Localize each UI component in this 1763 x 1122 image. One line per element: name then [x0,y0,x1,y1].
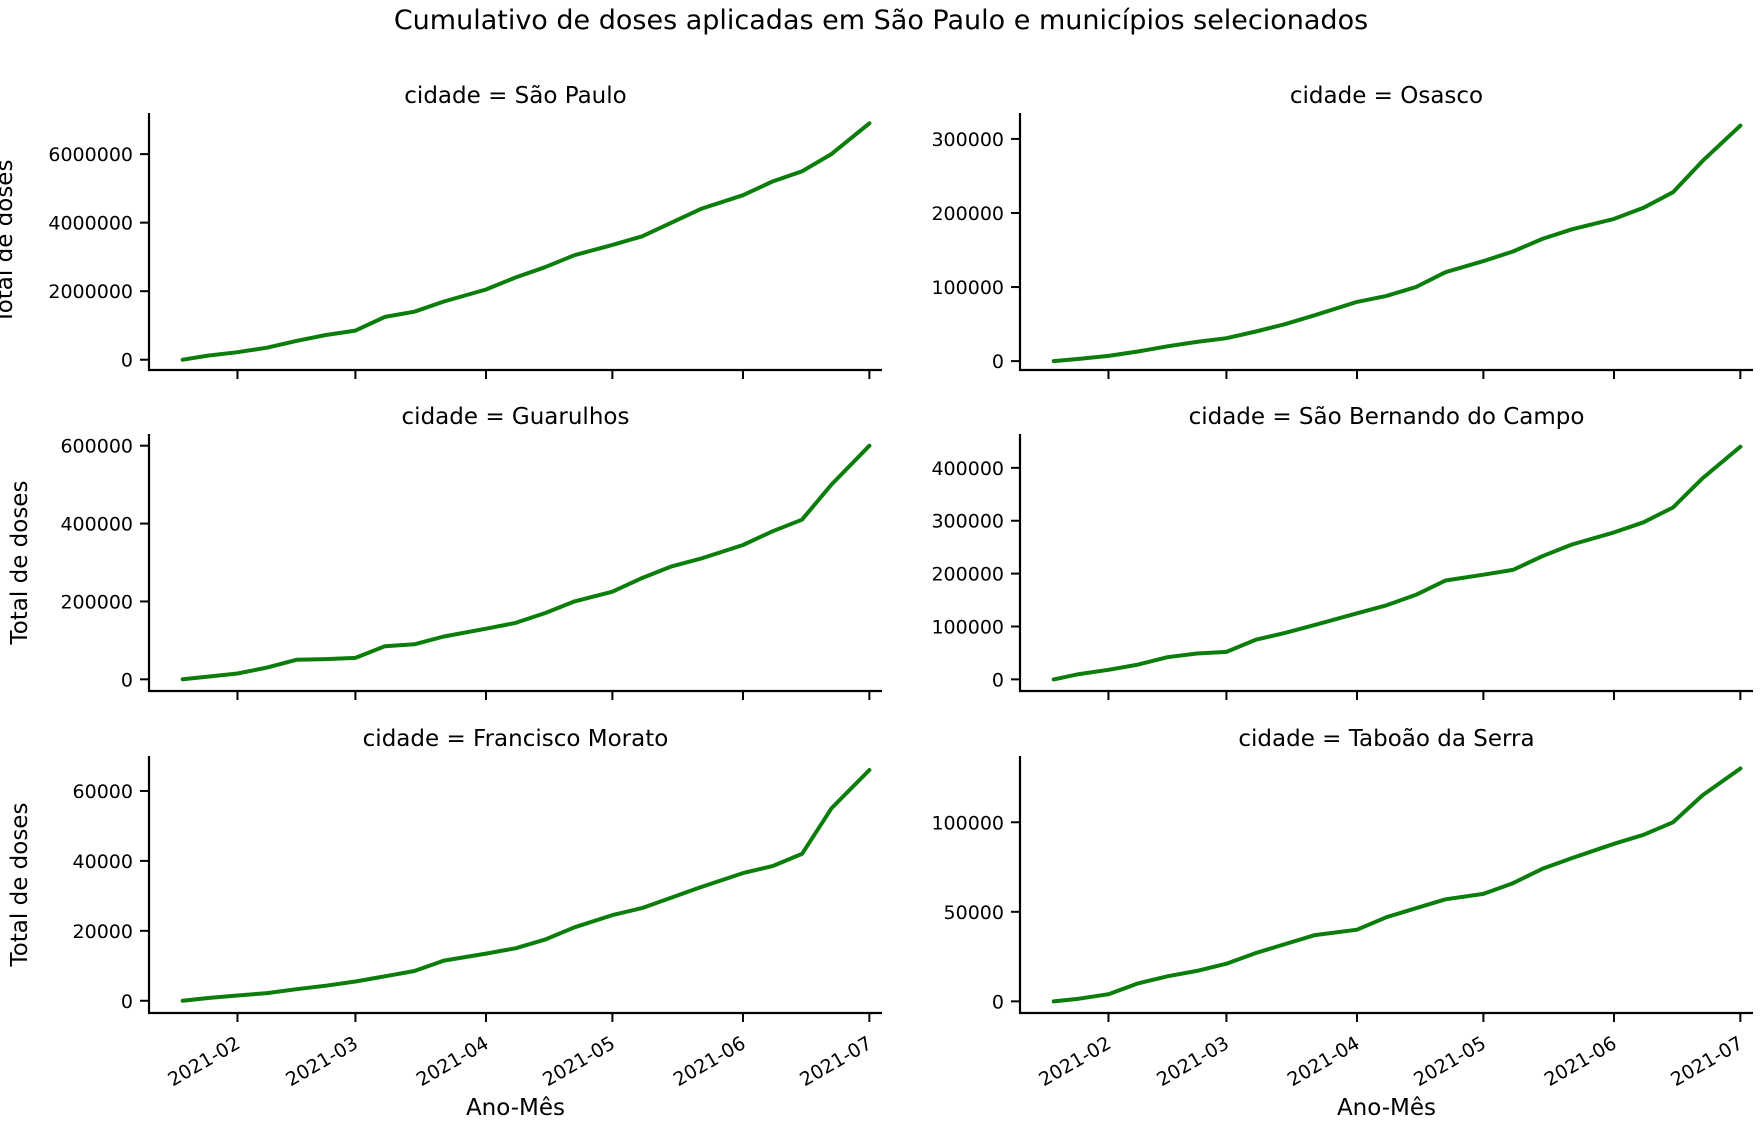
panel-5: cidade = Francisco Morato 0 20000 40000 6000… [7,726,882,1121]
y-tick-label: 2000000 [48,281,133,303]
figure-title: Cumulativo de doses aplicadas em São Pau… [394,5,1368,36]
x-tick-label: 2021-06 [670,1032,750,1091]
panels: cidade = São Paulo0200000040000006000000… [0,83,1753,1121]
series-line [180,768,872,1003]
y-tick-label: 0 [992,991,1004,1013]
y-tick-label: 0 [992,669,1004,691]
y-tick-label: 40000 [73,851,133,873]
x-axis-label: Ano-Mês [466,1095,565,1121]
x-tick-label: 2021-03 [282,1032,362,1091]
y-tick-label: 0 [992,351,1004,373]
x-tick-label: 2021-07 [1667,1032,1747,1091]
x-axis-label: Ano-Mês [1337,1095,1436,1121]
panel-title: cidade = Guarulhos [402,404,630,430]
y-tick-label: 200000 [60,591,133,613]
x-tick-label: 2021-03 [1153,1032,1233,1091]
x-tick-label: 2021-06 [1541,1032,1621,1091]
y-tick-label: 400000 [931,458,1004,480]
series-line [180,443,872,682]
series-line [180,121,872,362]
y-tick-label: 0 [121,669,133,691]
panel-title: cidade = Taboão da Serra [1238,726,1534,752]
y-tick-label: 400000 [60,514,133,536]
y-tick-label: 60000 [73,781,133,803]
y-axis-label: Total de doses [7,481,33,646]
y-tick-label: 600000 [60,436,133,458]
series-line [1051,444,1743,682]
y-tick-label: 100000 [931,616,1004,638]
y-tick-label: 0 [121,991,133,1013]
y-tick-label: 50000 [944,902,1004,924]
panel-title: cidade = Osasco [1290,83,1483,109]
y-tick-label: 200000 [931,564,1004,586]
panel-2: cidade = Osasco 0 100000 200000 300000 [931,83,1753,379]
panel-title: cidade = Francisco Morato [363,726,669,752]
y-tick-label: 0 [121,350,133,372]
panel-1: cidade = São Paulo 0 2000000 4000000 6000000… [0,83,882,379]
y-tick-label: 300000 [931,511,1004,533]
x-tick-label: 2021-04 [413,1032,493,1091]
x-tick-label: 2021-02 [164,1032,244,1091]
y-axis-label: Total de doses [7,803,33,968]
panel-title: cidade = São Paulo [404,83,626,109]
y-tick-label: 100000 [931,277,1004,299]
series-line [1051,766,1743,1004]
y-tick-label: 100000 [931,812,1004,834]
x-tick-label: 2021-02 [1035,1032,1115,1091]
panel-6: cidade = Taboão da Serra 0 50000 100000 2021… [931,726,1753,1121]
y-tick-label: 300000 [931,129,1004,151]
panel-4: cidade = São Bernando do Campo 0 100000 200… [931,404,1753,700]
panel-title: cidade = São Bernando do Campo [1189,404,1585,430]
x-tick-label: 2021-05 [539,1032,619,1091]
x-tick-label: 2021-04 [1284,1032,1364,1091]
y-tick-label: 20000 [73,921,133,943]
y-tick-label: 4000000 [48,213,133,235]
y-tick-label: 200000 [931,203,1004,225]
y-axis-label: Total de doses [0,160,18,325]
series-line [1051,123,1743,364]
y-tick-label: 6000000 [48,144,133,166]
x-tick-label: 2021-07 [796,1032,876,1091]
panel-3: cidade = Guarulhos 0 200000 400000 600000 Tot… [7,404,882,700]
x-tick-label: 2021-05 [1410,1032,1490,1091]
